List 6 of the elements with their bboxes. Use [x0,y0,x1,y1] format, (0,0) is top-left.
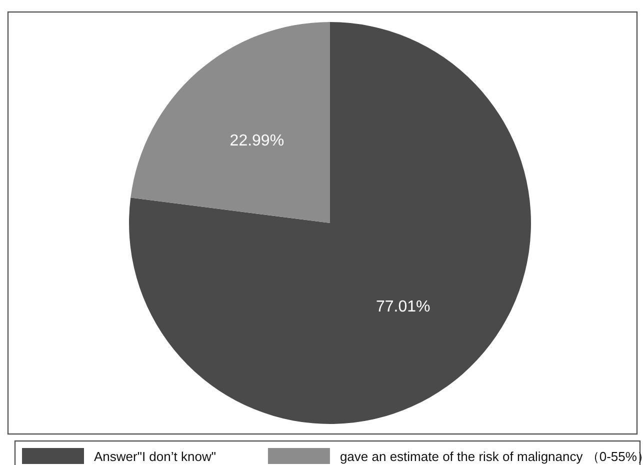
legend-label: gave an estimate of the risk of malignancy （0-55%） [340,449,643,464]
pie-slice [130,22,330,223]
pie-slice [129,22,531,424]
data-label: 22.99% [230,132,284,150]
legend-label: Answer"I don’t know" [94,449,216,464]
data-label: 77.01% [376,298,430,316]
